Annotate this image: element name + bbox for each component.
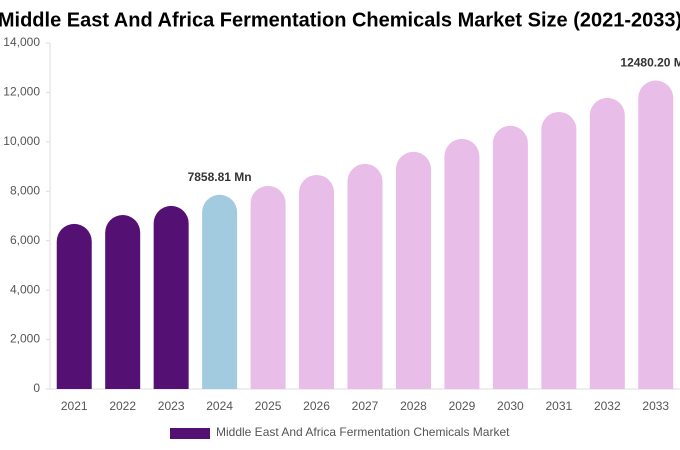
x-tick-label: 2021 bbox=[61, 399, 88, 413]
chart-title: Middle East And Africa Fermentation Chem… bbox=[0, 9, 680, 31]
bar bbox=[444, 138, 480, 389]
y-tick-label: 8,000 bbox=[10, 183, 40, 197]
y-tick-label: 14,000 bbox=[3, 35, 40, 49]
y-tick-label: 2,000 bbox=[10, 332, 40, 346]
x-tick-label: 2027 bbox=[352, 399, 379, 413]
bar bbox=[153, 205, 189, 389]
bar bbox=[541, 111, 577, 389]
x-tick-label: 2026 bbox=[303, 399, 330, 413]
y-tick-label: 0 bbox=[33, 381, 40, 395]
bar bbox=[105, 215, 141, 389]
data-label: 7858.81 Mn bbox=[188, 170, 252, 184]
x-tick-label: 2031 bbox=[545, 399, 572, 413]
x-tick-label: 2023 bbox=[158, 399, 185, 413]
bar bbox=[395, 151, 431, 389]
x-tick-label: 2029 bbox=[449, 399, 476, 413]
x-tick-label: 2024 bbox=[206, 399, 233, 413]
x-tick-label: 2033 bbox=[642, 399, 669, 413]
y-tick-label: 6,000 bbox=[10, 233, 40, 247]
x-tick-label: 2028 bbox=[400, 399, 427, 413]
x-tick-label: 2030 bbox=[497, 399, 524, 413]
x-tick-label: 2022 bbox=[109, 399, 136, 413]
x-tick-label: 2032 bbox=[594, 399, 621, 413]
bar bbox=[638, 80, 674, 389]
data-label: 12480.20 Mn bbox=[620, 56, 680, 70]
bar bbox=[250, 185, 286, 389]
legend-swatch bbox=[170, 428, 210, 439]
x-tick-label: 2025 bbox=[255, 399, 282, 413]
bar bbox=[492, 125, 528, 390]
bar bbox=[299, 174, 335, 389]
bar bbox=[589, 97, 625, 389]
y-tick-label: 4,000 bbox=[10, 282, 40, 296]
legend-label: Middle East And Africa Fermentation Chem… bbox=[216, 425, 510, 439]
bar bbox=[56, 223, 92, 389]
bar bbox=[347, 163, 383, 389]
y-tick-label: 10,000 bbox=[3, 134, 40, 148]
y-tick-label: 12,000 bbox=[3, 85, 40, 99]
bar bbox=[202, 194, 238, 389]
